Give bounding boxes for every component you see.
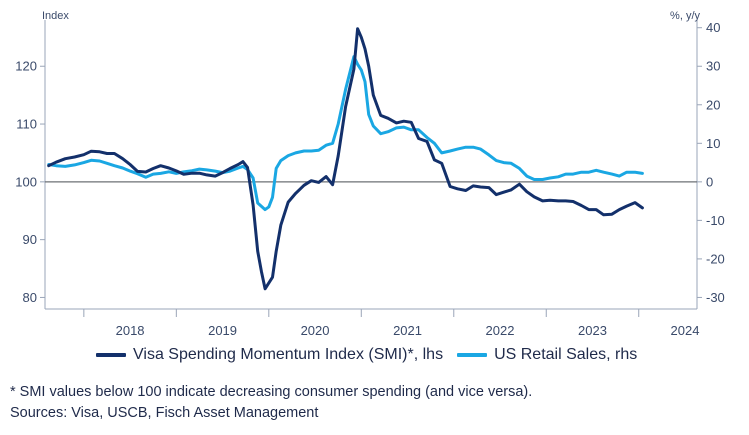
left-tick-label: 100 <box>15 174 37 189</box>
right-tick-label: 40 <box>706 20 720 35</box>
series-line-smi <box>47 27 644 291</box>
x-axis: 2018 2019 2020 2021 2022 2023 2024 <box>45 308 700 338</box>
legend-item-smi: Visa Spending Momentum Index (SMI)*, lhs <box>96 346 443 364</box>
legend-swatch-retail <box>457 353 488 357</box>
plot-area <box>45 27 697 291</box>
x-tick-label: 2019 <box>208 323 237 338</box>
right-tick-label: -20 <box>706 251 725 266</box>
left-axis: 80 90 100 110 120 <box>15 20 46 309</box>
left-tick-label: 110 <box>16 117 37 132</box>
legend-label-retail: US Retail Sales, rhs <box>494 346 638 363</box>
x-tick-label: 2024 <box>671 323 700 338</box>
left-tick-label: 120 <box>15 59 37 74</box>
right-tick-label: 30 <box>706 59 720 74</box>
right-tick-label: 0 <box>706 174 713 189</box>
right-tick-label: -30 <box>706 290 725 305</box>
x-tick-label: 2023 <box>578 323 607 338</box>
right-tick-label: 10 <box>706 136 720 151</box>
right-axis-label: %, y/y <box>670 10 700 22</box>
right-tick-label: -10 <box>706 213 725 228</box>
legend-item-retail: US Retail Sales, rhs <box>457 346 637 364</box>
left-axis-label: Index <box>42 10 69 22</box>
sources: Sources: Visa, USCB, Fisch Asset Managem… <box>10 405 319 421</box>
right-tick-label: 20 <box>706 97 720 112</box>
left-tick-label: 90 <box>23 232 37 247</box>
x-tick-label: 2020 <box>301 323 330 338</box>
left-tick-label: 80 <box>23 290 37 305</box>
legend-label-smi: Visa Spending Momentum Index (SMI)*, lhs <box>133 346 444 363</box>
right-axis: -30 -20 -10 0 10 20 30 40 <box>696 20 725 309</box>
x-tick-label: 2018 <box>116 323 145 338</box>
x-tick-label: 2021 <box>393 323 422 338</box>
legend: Visa Spending Momentum Index (SMI)*, lhs… <box>96 346 651 364</box>
legend-swatch-smi <box>96 353 126 357</box>
series-line-retail-sales <box>47 55 644 212</box>
footnote: * SMI values below 100 indicate decreasi… <box>10 384 533 400</box>
x-tick-label: 2022 <box>486 323 515 338</box>
